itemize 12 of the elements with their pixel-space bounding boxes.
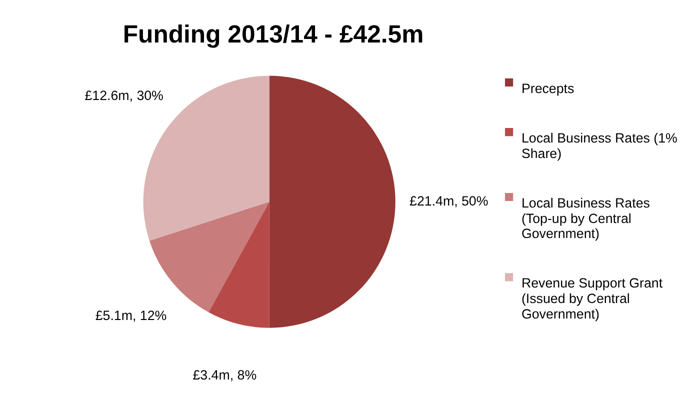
legend-label: Precepts: [521, 80, 574, 96]
data-label: £12.6m, 30%: [84, 88, 164, 104]
legend-label: Revenue Support Grant (Issued by Central Government): [521, 276, 663, 322]
pie-slice: [149, 202, 270, 312]
pie-slice: [269, 76, 396, 328]
legend-label: Local Business Rates (Top-up by Central Government): [521, 196, 650, 242]
data-label: £21.4m, 50%: [410, 194, 488, 209]
legend-label: Local Business Rates (1% Share): [521, 130, 678, 161]
data-label: £3.4m, 8%: [192, 368, 257, 383]
pie-slice: [208, 202, 270, 328]
data-label: £5.1m, 12%: [95, 308, 167, 324]
chart-title: Funding 2013/14 - £42.5m: [122, 21, 424, 48]
